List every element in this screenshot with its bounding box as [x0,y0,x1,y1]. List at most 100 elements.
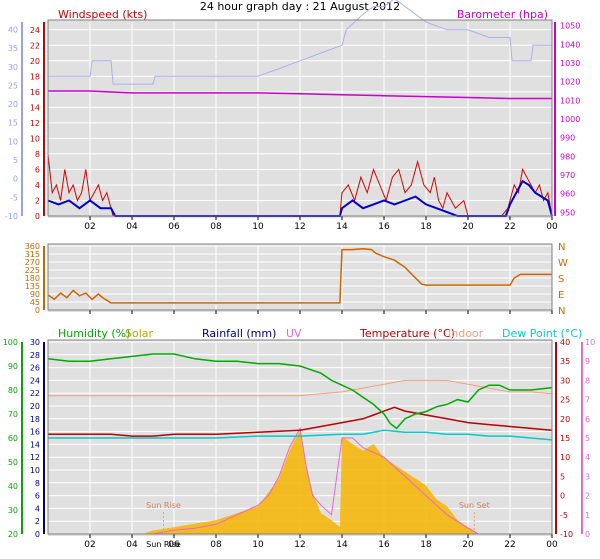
sun-marker-label: Sun Set [459,501,490,510]
windspeed-axis-title: Windspeed (kts) [58,8,147,21]
x-tick-label: 04 [126,222,138,232]
uv-axis-tick-label: 9 [585,357,590,366]
x-tick-label: 20 [462,540,474,550]
temperature-axis-tick-label: 20 [8,100,18,109]
wind-direction-line [47,247,552,304]
temperature-axis-right-tick-label: 25 [560,396,570,405]
rainfall-axis-tick-label: 6 [35,492,40,501]
x-tick-label: 10 [252,540,264,550]
barometer-axis-tick-label: 990 [560,134,575,143]
temperature-axis-right-tick-label: 15 [560,434,570,443]
temperature-axis-tick-label: 15 [8,119,18,128]
compass-label: E [558,290,564,301]
humidity-axis-tick-label: 80 [8,386,18,395]
uv-axis-tick-label: 10 [585,338,595,347]
rainfall-axis-tick-label: 4 [35,504,40,513]
temperature-axis-tick-label: 10 [8,137,18,146]
x-tick-label: 02 [84,222,95,232]
temperature-axis-tick-label: -5 [10,193,18,202]
uv-axis-tick-label: 2 [585,492,590,501]
windspeed-axis-tick-label: 6 [35,165,40,174]
rainfall-axis-tick-label: 26 [30,364,40,373]
legend-dewpoint: Dew Point (°C) [502,327,582,340]
windspeed-axis-tick-label: 0 [35,212,40,221]
barometer-axis-tick-label: 1040 [560,40,580,49]
direction-axis-tick-label: 0 [35,306,40,315]
uv-axis-tick-label: 5 [585,434,590,443]
humidity-line [47,353,553,430]
windspeed-axis-tick-label: 22 [30,41,40,50]
windspeed-average-line [47,179,553,217]
windspeed-axis-tick-label: 14 [30,103,40,112]
legend-humidity: Humidity (%) [58,327,130,340]
rainfall-axis-tick-label: 16 [30,428,40,437]
temperature-axis-right-tick-label: 0 [560,492,565,501]
temperature-axis-tick-label: 40 [8,25,18,34]
indoor-line [48,379,553,397]
barometer-axis-tick-label: 1020 [560,78,580,87]
solar-area [142,430,479,534]
chart-title: 24 hour graph day : 21 August 2012 [200,0,400,13]
humidity-axis-tick-label: 60 [8,434,18,443]
windspeed-axis-tick-label: 18 [30,72,40,81]
rainfall-axis-tick-label: 2 [35,517,40,526]
compass-label: W [558,258,568,269]
barometer-axis-tick-label: 950 [560,208,575,217]
legend-solar: Solar [125,327,154,340]
rainfall-axis-tick-label: 28 [30,351,40,360]
barometer-axis-tick-label: 1030 [560,59,580,68]
direction-panel-frame [47,243,553,311]
temperature-axis-tick-label: 25 [8,81,18,90]
temperature-axis-right-tick-label: 35 [560,357,570,366]
x-tick-label: 06 [168,540,180,550]
barometer-axis-tick-label: 980 [560,152,575,161]
temperature-axis-right-tick-label: 40 [560,338,570,347]
windspeed-axis-tick-label: 20 [30,57,40,66]
temperature-axis-right-tick-label: -5 [560,511,568,520]
temperature-axis-right-tick-label: 20 [560,415,570,424]
barometer-axis-tick-label: 1000 [560,115,580,124]
x-tick-label: 22 [504,540,515,550]
x-tick-label: 16 [378,222,390,232]
direction-axis-tick-label: 270 [25,258,40,267]
rainfall-axis-tick-label: 14 [30,440,40,449]
x-tick-label: 14 [336,540,348,550]
x-tick-label: 18 [420,540,432,550]
temperature-axis-right-tick-label: 30 [560,376,570,385]
direction-axis-tick-label: 180 [25,274,40,283]
humidity-axis-tick-label: 30 [8,506,18,515]
temperature-axis-tick-label: 5 [13,156,18,165]
x-tick-label: 18 [420,222,432,232]
rainfall-axis-tick-label: 22 [30,389,40,398]
windspeed-axis-tick-label: 2 [35,196,40,205]
direction-axis-tick-label: 225 [25,266,40,275]
barometer-axis-tick-label: 970 [560,171,575,180]
temperature-axis-tick-label: 35 [8,44,18,53]
barometer-axis-tick-label: 960 [560,190,575,199]
uv-line [152,426,479,535]
temperature-axis-right-tick-label: 5 [560,472,565,481]
temperature-axis-right-tick-label: -10 [560,530,573,539]
windspeed-axis-tick-label: 10 [30,134,40,143]
windspeed-axis-tick-label: 16 [30,88,40,97]
windspeed-axis-tick-label: 12 [30,119,40,128]
barometer-axis-tick-label: 1010 [560,96,580,105]
rainfall-axis-tick-label: 20 [30,402,40,411]
dewpoint-line [48,429,553,441]
direction-axis-tick-label: 45 [30,298,40,307]
x-tick-label: 02 [84,540,95,550]
wind-panel-frame [47,19,553,217]
x-tick-label: 20 [462,222,474,232]
windspeed-line [47,153,553,217]
x-tick-label: 06 [168,222,180,232]
humidity-axis-tick-label: 100 [3,338,18,347]
sun-marker-label: Sun Rise [146,501,181,510]
temperature-axis-tick-label: 0 [13,175,18,184]
temperature-light-line [48,0,552,85]
x-tick-label: 12 [294,222,305,232]
windspeed-axis-tick-label: 4 [35,181,40,190]
x-tick-label: 10 [252,222,264,232]
x-tick-label: 16 [378,540,390,550]
rainfall-axis-tick-label: 30 [30,338,40,347]
legend-temperature: Temperature (°C) [359,327,455,340]
